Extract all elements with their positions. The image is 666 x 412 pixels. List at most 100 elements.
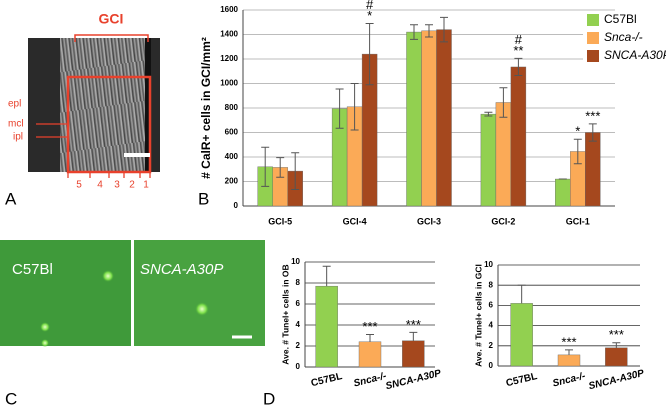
- bar: [557, 354, 581, 367]
- y-tick-label: 1400: [220, 30, 238, 39]
- y-tick-label: 8: [489, 280, 494, 289]
- significance-mark: *: [575, 124, 580, 139]
- y-tick-label: 0: [234, 201, 239, 210]
- error-bar: [514, 57, 523, 77]
- error-bar: [565, 349, 573, 355]
- sublayer-ticks: [67, 172, 151, 178]
- significance-mark: ***: [585, 108, 600, 123]
- error-bar: [484, 111, 493, 117]
- cell: [41, 339, 49, 347]
- error-bar: [409, 331, 418, 341]
- cell: [195, 302, 209, 316]
- error-bar: [440, 16, 448, 43]
- y-tick-label: 10: [291, 257, 300, 266]
- bar: [436, 29, 452, 207]
- cell: [40, 322, 50, 332]
- bar: [402, 340, 425, 368]
- y-tick-label: 8: [296, 278, 301, 287]
- cell: [102, 270, 114, 282]
- panel-letter: A: [5, 189, 17, 208]
- error-bar: [276, 157, 285, 178]
- layer-label: epl: [8, 99, 21, 110]
- x-tick-label: GCI-3: [417, 216, 441, 226]
- bar: [315, 285, 338, 368]
- error-bar: [425, 24, 433, 38]
- x-tick-label: Snca-/-: [353, 371, 389, 390]
- layer-label: mcl: [8, 119, 24, 130]
- legend-label: SNCA-A30P: [604, 48, 666, 62]
- error-bar: [291, 152, 300, 190]
- y-tick-label: 4: [296, 320, 301, 329]
- micrograph-edge: [145, 38, 151, 172]
- micrograph: [0, 240, 131, 346]
- error-bar: [350, 83, 359, 131]
- error-bar: [322, 265, 331, 287]
- bar: [358, 341, 382, 368]
- x-tick-label: SNCA-A30P: [588, 368, 646, 392]
- error-bar: [335, 88, 344, 129]
- sublayer-label: 4: [97, 180, 103, 191]
- bar: [480, 113, 497, 207]
- significance-mark: ***: [362, 319, 377, 334]
- panel-letter: D: [263, 389, 275, 408]
- significance-mark: ***: [609, 327, 624, 342]
- error-bar: [517, 284, 526, 304]
- bar: [605, 347, 628, 367]
- legend-label: C57Bl: [604, 12, 637, 26]
- x-tick-label: GCI-2: [491, 216, 515, 226]
- micrograph: [134, 240, 265, 346]
- legend-swatch: [587, 14, 599, 26]
- x-tick-label: C57BL: [505, 371, 538, 389]
- sublayer-label: 3: [114, 180, 120, 191]
- sublayer-label: 1: [143, 180, 149, 191]
- error-bar: [588, 123, 597, 142]
- x-tick-label: Snca-/-: [552, 371, 588, 390]
- bar: [555, 178, 571, 207]
- significance-mark: #: [515, 32, 523, 47]
- x-tick-label: SNCA-A30P: [385, 368, 443, 392]
- bar: [585, 132, 601, 207]
- y-tick-label: 400: [225, 152, 239, 161]
- legend-swatch: [587, 50, 599, 62]
- y-tick-label: 800: [225, 103, 239, 112]
- y-tick-label: 0: [296, 362, 301, 371]
- x-tick-label: GCI-5: [268, 216, 292, 226]
- x-tick-label: GCI-4: [343, 216, 367, 226]
- bar: [406, 31, 422, 207]
- micrograph-texture: [60, 38, 148, 172]
- y-tick-label: 4: [489, 321, 494, 330]
- y-tick-label: 10: [484, 260, 493, 269]
- bracket: [74, 34, 149, 42]
- error-bar: [573, 138, 582, 165]
- bar: [421, 30, 437, 207]
- bar: [495, 102, 512, 207]
- bar: [510, 66, 527, 207]
- significance-mark: *: [367, 8, 372, 23]
- y-tick-label: 2: [489, 341, 494, 350]
- error-bar: [365, 22, 374, 86]
- sublayer-label: 5: [76, 180, 82, 191]
- y-tick-label: 6: [489, 301, 494, 310]
- significance-mark: ***: [406, 317, 421, 332]
- y-axis-label: Ave. # Tunel+ cells in OB: [280, 264, 290, 364]
- panel-letter: B: [198, 189, 209, 208]
- y-tick-label: 1200: [220, 54, 238, 63]
- legend-label: Snca-/-: [604, 30, 643, 44]
- bar: [510, 303, 533, 367]
- layer-label: ipl: [13, 132, 23, 143]
- y-tick-label: 600: [225, 128, 239, 137]
- significance-mark: **: [513, 43, 523, 58]
- y-axis-label: Ave. # Tunel+ cells in GCI: [473, 264, 483, 367]
- y-axis-label: # CalR+ cells in GCI/mm²: [199, 37, 213, 179]
- error-bar: [261, 146, 270, 187]
- x-tick-label: C57BL: [310, 371, 343, 389]
- significance-mark: #: [366, 0, 374, 12]
- y-tick-label: 1600: [220, 5, 238, 14]
- error-bar: [410, 24, 418, 40]
- y-tick-label: 6: [296, 299, 301, 308]
- y-tick-label: 1000: [220, 79, 238, 88]
- panel-letter: C: [5, 389, 17, 408]
- legend-swatch: [587, 32, 599, 44]
- y-tick-label: 0: [489, 361, 494, 370]
